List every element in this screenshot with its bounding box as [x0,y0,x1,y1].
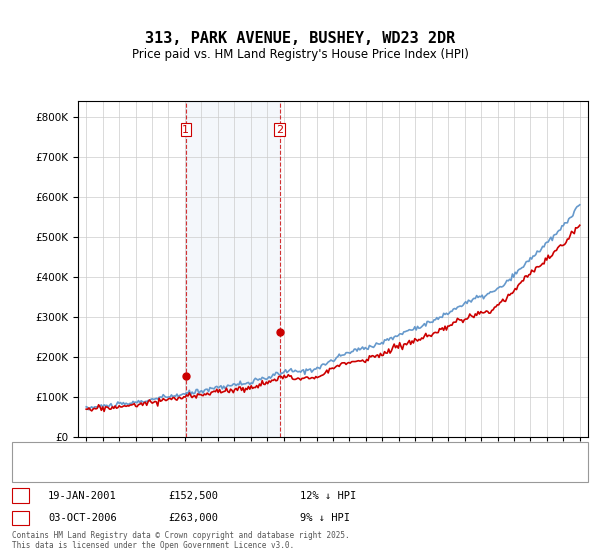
Text: 9% ↓ HPI: 9% ↓ HPI [300,513,350,523]
Text: £263,000: £263,000 [168,513,218,523]
Bar [186,101,280,437]
Text: 1: 1 [17,491,24,501]
Text: Contains HM Land Registry data © Crown copyright and database right 2025.
This d: Contains HM Land Registry data © Crown c… [12,530,350,550]
Text: £152,500: £152,500 [168,491,218,501]
Text: Price paid vs. HM Land Registry's House Price Index (HPI): Price paid vs. HM Land Registry's House … [131,48,469,60]
Text: 313, PARK AVENUE, BUSHEY, WD23 2DR (semi-detached house): 313, PARK AVENUE, BUSHEY, WD23 2DR (semi… [60,456,389,466]
Text: 12% ↓ HPI: 12% ↓ HPI [300,491,356,501]
Text: 313, PARK AVENUE, BUSHEY, WD23 2DR: 313, PARK AVENUE, BUSHEY, WD23 2DR [145,31,455,46]
Text: 2: 2 [17,513,24,523]
Text: 1: 1 [182,125,189,135]
Text: 19-JAN-2001: 19-JAN-2001 [48,491,117,501]
Text: HPI: Average price, semi-detached house, Hertsmere: HPI: Average price, semi-detached house,… [60,469,354,479]
Text: 2: 2 [276,125,283,135]
Text: 03-OCT-2006: 03-OCT-2006 [48,513,117,523]
